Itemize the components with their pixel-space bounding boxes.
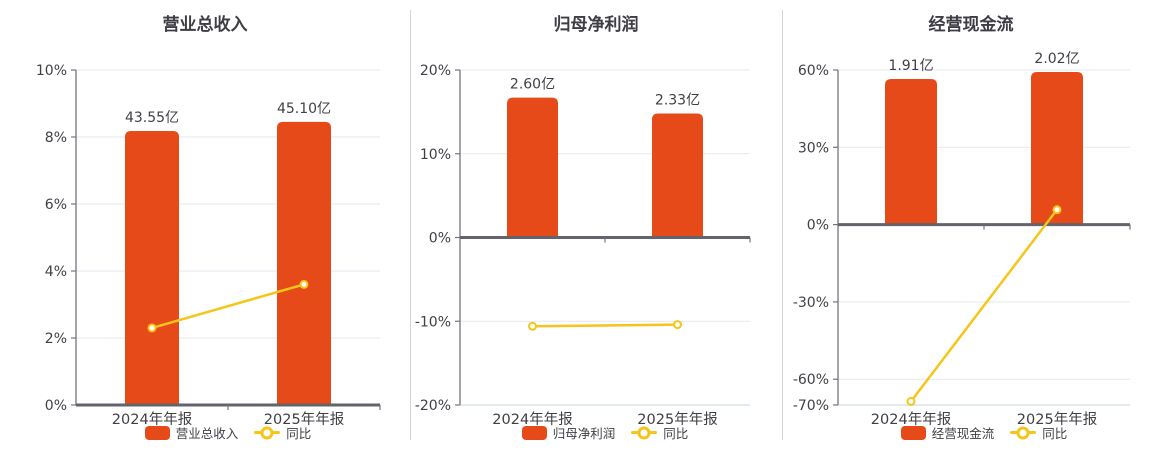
yoy-marker (906, 396, 916, 406)
yoy-marker (1052, 205, 1062, 215)
line-series-marker-icon (254, 426, 281, 440)
x-axis-label: 2024年年报 (492, 412, 573, 428)
y-axis-label: 10% (420, 147, 451, 163)
legend-item-line-series[interactable]: 同比 (1010, 423, 1067, 442)
bar-value-label: 2.33亿 (655, 93, 700, 109)
y-axis-label: 8% (45, 130, 67, 146)
y-axis-label: 60% (798, 63, 829, 79)
bar-value-label: 43.55亿 (125, 110, 179, 126)
yoy-line (910, 208, 1058, 403)
bar-series-swatch-icon (144, 425, 170, 440)
y-axis-label: 30% (798, 140, 829, 156)
legend-item-line-series[interactable]: 同比 (254, 423, 311, 442)
legend-item-bar-series[interactable]: 营业总收入 (144, 423, 239, 442)
y-axis-label: -10% (415, 314, 451, 330)
x-axis-label: 2025年年报 (637, 412, 718, 428)
x-axis-label: 2025年年报 (263, 412, 345, 428)
y-axis-label: 0% (45, 398, 67, 414)
chart-legend: 经营现金流 同比 (838, 423, 1130, 442)
legend-item-bar-series[interactable]: 归母净利润 (521, 423, 616, 442)
bar (507, 97, 558, 238)
yoy-marker (528, 321, 537, 331)
bar-series-swatch-icon (521, 425, 547, 440)
legend-item-bar-series[interactable]: 经营现金流 (900, 423, 995, 442)
bar (277, 121, 331, 406)
y-axis-label: 0% (429, 231, 451, 247)
x-axis-label: 2024年年报 (111, 412, 193, 428)
legend-label: 同比 (1042, 426, 1068, 441)
y-axis-label: -20% (415, 398, 451, 414)
bar-value-label: 1.91亿 (888, 58, 933, 74)
bar (652, 113, 703, 238)
chart-plot-revenue: 10% 8% 6% 4% 2% 0% 43.55亿 45.10亿 (36, 63, 381, 414)
y-axis-label: 6% (45, 197, 67, 213)
yoy-marker (299, 279, 309, 289)
chart-plot-net-profit: 20% 10% 0% -10% -20% 2.60亿 2.33亿 (415, 63, 751, 414)
chart-panel-net-profit: 归母净利润 20% 10% 0% -10% -20% 2.60亿 2.33亿 2024年年报… (410, 0, 782, 450)
y-axis-label: 0% (807, 218, 829, 234)
chart-title: 归母净利润 (553, 15, 639, 35)
legend-label: 同比 (663, 426, 689, 441)
y-axis-label: -60% (793, 372, 829, 388)
bar-value-label: 45.10亿 (277, 101, 331, 117)
y-axis-label: 10% (36, 63, 67, 79)
y-axis-label: 4% (45, 264, 67, 280)
bar (125, 130, 179, 405)
bar (1031, 72, 1083, 225)
y-axis-label: -30% (793, 295, 829, 311)
chart-plot-operating-cash-flow: 60% 30% 0% -30% -60% -70% 1.91亿 2.02亿 (793, 51, 1131, 414)
bar-series-swatch-icon (900, 425, 926, 440)
yoy-marker (147, 323, 157, 333)
x-axis-label: 2025年年报 (1016, 412, 1098, 428)
chart-panel-operating-cash-flow: 经营现金流 60% 30% 0% -30% -60% -70% 1.91亿 2.02亿 202… (782, 0, 1160, 450)
line-series-marker-icon (1010, 426, 1037, 440)
yoy-line (532, 323, 678, 328)
y-axis-label: -70% (793, 398, 829, 414)
legend-label: 归母净利润 (552, 426, 616, 441)
bar (885, 79, 937, 225)
y-axis-label: 2% (45, 331, 67, 347)
yoy-marker (673, 320, 682, 330)
legend-item-line-series[interactable]: 同比 (631, 423, 688, 442)
chart-title: 经营现金流 (928, 15, 1014, 35)
yoy-line (151, 283, 305, 330)
chart-title: 营业总收入 (162, 15, 248, 35)
chart-legend: 营业总收入 同比 (76, 423, 380, 442)
chart-legend: 归母净利润 同比 (460, 423, 750, 442)
bar-value-label: 2.60亿 (510, 77, 555, 93)
bar-value-label: 2.02亿 (1034, 51, 1079, 67)
legend-label: 经营现金流 (931, 426, 995, 441)
legend-label: 营业总收入 (175, 426, 239, 441)
chart-panel-revenue: 营业总收入 10% 8% 6% 4% 2% 0% 43.55亿 45.10亿 2024年年报 … (0, 0, 410, 450)
x-axis-label: 2024年年报 (870, 412, 952, 428)
y-axis-label: 20% (420, 63, 451, 79)
line-series-marker-icon (631, 426, 658, 440)
legend-label: 同比 (286, 426, 312, 441)
